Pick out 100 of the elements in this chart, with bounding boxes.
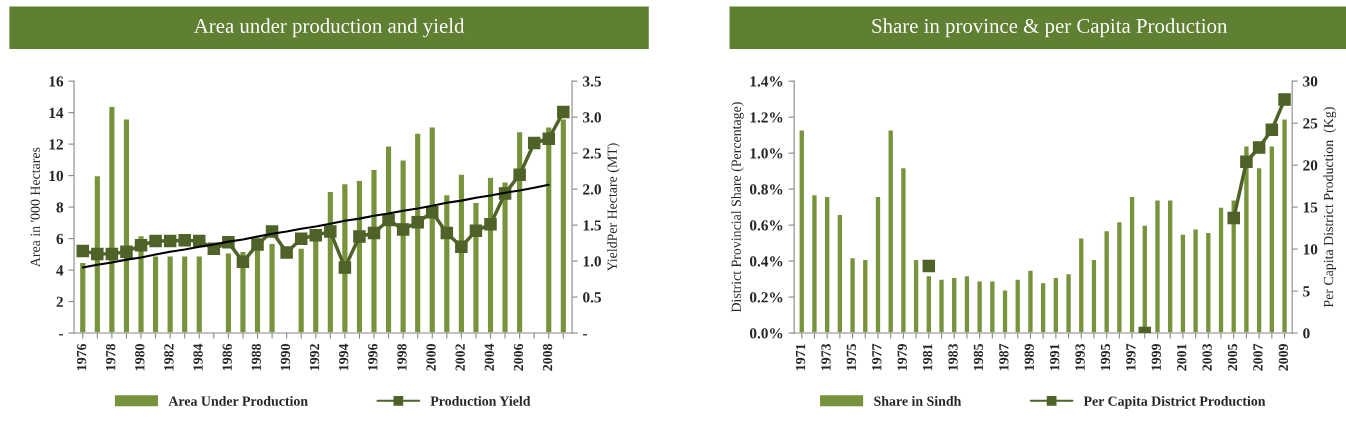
bar bbox=[798, 129, 806, 334]
x-tick-label: 1985 bbox=[973, 343, 984, 371]
chart-title: Area under production and yield bbox=[193, 18, 465, 38]
point bbox=[922, 259, 936, 273]
point bbox=[76, 244, 90, 258]
point bbox=[294, 232, 308, 246]
y2-tick-label: 2.0 bbox=[583, 184, 601, 195]
bar bbox=[1026, 269, 1034, 334]
legend-label: Production Yield bbox=[430, 396, 531, 406]
x-tick-label: 1999 bbox=[1151, 343, 1161, 371]
bar bbox=[180, 255, 189, 334]
bar bbox=[384, 144, 393, 334]
x-tick-label: 1996 bbox=[368, 343, 378, 371]
y2-tick-label: 10 bbox=[1303, 244, 1318, 255]
bar bbox=[899, 166, 907, 334]
bar bbox=[925, 274, 933, 334]
point bbox=[527, 136, 541, 150]
point bbox=[382, 213, 395, 227]
chart-title: Share in province & per Capita Production bbox=[872, 18, 1228, 38]
x-tick-label: 1976 bbox=[76, 343, 87, 371]
point bbox=[91, 247, 104, 261]
legend-label: Per Capita District Production bbox=[1083, 396, 1266, 409]
bar bbox=[268, 242, 277, 334]
point bbox=[440, 226, 454, 240]
y-tick-label: 10 bbox=[49, 170, 64, 182]
bar bbox=[544, 126, 553, 334]
bar bbox=[1014, 278, 1022, 334]
point bbox=[149, 234, 162, 248]
bar bbox=[1166, 199, 1174, 334]
bar bbox=[399, 159, 408, 334]
x-tick-label: 1983 bbox=[948, 343, 958, 371]
point bbox=[120, 245, 133, 258]
x-tick-label: 2002 bbox=[455, 344, 465, 371]
y-tick-label: 0.2% bbox=[749, 292, 783, 303]
x-tick-label: 1990 bbox=[280, 344, 291, 371]
bar bbox=[823, 195, 831, 334]
y2-tick-label: 0.5 bbox=[583, 292, 602, 303]
bar bbox=[988, 280, 996, 334]
point bbox=[1240, 155, 1253, 168]
bar bbox=[224, 252, 233, 334]
point bbox=[338, 261, 352, 274]
point bbox=[426, 205, 439, 219]
bar bbox=[810, 193, 819, 334]
x-tick-label: 1997 bbox=[1126, 343, 1136, 371]
x-tick-label: 2001 bbox=[1177, 344, 1187, 371]
point bbox=[309, 228, 323, 242]
point bbox=[163, 234, 177, 248]
bar bbox=[457, 173, 466, 334]
point bbox=[1265, 123, 1279, 137]
bar bbox=[950, 276, 958, 334]
bar bbox=[1001, 289, 1009, 334]
legend-label: Area Under Production bbox=[168, 396, 308, 406]
point bbox=[1278, 93, 1291, 106]
point bbox=[251, 238, 264, 251]
y-tick-label: 4 bbox=[56, 265, 64, 276]
y2-tick-label: 2.5 bbox=[583, 148, 602, 159]
bar bbox=[849, 256, 857, 334]
x-tick-label: 1979 bbox=[897, 343, 907, 371]
y2-tick-label: 25 bbox=[1303, 118, 1318, 129]
y2-tick-label: 1.0 bbox=[583, 256, 601, 267]
bar bbox=[413, 132, 422, 334]
y2-tick-label: 0 bbox=[1303, 328, 1310, 339]
y2-tick-label: 30 bbox=[1303, 76, 1318, 87]
bar bbox=[1217, 206, 1225, 334]
point bbox=[236, 255, 250, 269]
y2-tick-label: 1.5 bbox=[583, 220, 602, 231]
x-tick-label: 1987 bbox=[999, 343, 1009, 371]
x-tick-label: 1971 bbox=[795, 344, 806, 371]
y2-tick-label: - bbox=[583, 334, 587, 336]
x-tick-label: 1977 bbox=[872, 343, 882, 371]
y2-tick-label: 15 bbox=[1303, 202, 1318, 213]
y-tick-label: 16 bbox=[49, 76, 64, 87]
legend-label: Share in Sindh bbox=[874, 396, 962, 406]
bar bbox=[107, 105, 116, 334]
point bbox=[134, 238, 148, 252]
y-tick-label: 12 bbox=[49, 139, 63, 150]
bar bbox=[861, 258, 869, 334]
x-tick-label: 2009 bbox=[1278, 343, 1289, 371]
y2-axis-title: YieldPer Hectare (MT) bbox=[607, 143, 620, 272]
x-tick-label: 2000 bbox=[426, 344, 436, 371]
point bbox=[542, 132, 556, 145]
bar bbox=[515, 130, 524, 334]
y-tick-label: 0.6% bbox=[749, 220, 783, 231]
point bbox=[324, 225, 337, 238]
bar bbox=[1090, 258, 1098, 334]
y-tick-label: 1.2% bbox=[750, 112, 783, 123]
x-tick-label: 1993 bbox=[1075, 343, 1085, 371]
point bbox=[396, 223, 410, 236]
x-tick-label: 1992 bbox=[309, 344, 320, 371]
x-tick-label: 2003 bbox=[1202, 343, 1212, 371]
x-tick-label: 1984 bbox=[193, 343, 203, 371]
bar bbox=[1255, 166, 1263, 334]
bar bbox=[1039, 281, 1047, 334]
bar bbox=[1128, 195, 1136, 334]
bar bbox=[1192, 227, 1200, 334]
point bbox=[105, 247, 119, 261]
bar bbox=[370, 168, 378, 334]
y2-axis-title: Per Capita District Production (Kg) bbox=[1323, 107, 1337, 308]
x-tick-label: 1989 bbox=[1024, 343, 1034, 371]
x-tick-label: 1980 bbox=[135, 344, 145, 371]
